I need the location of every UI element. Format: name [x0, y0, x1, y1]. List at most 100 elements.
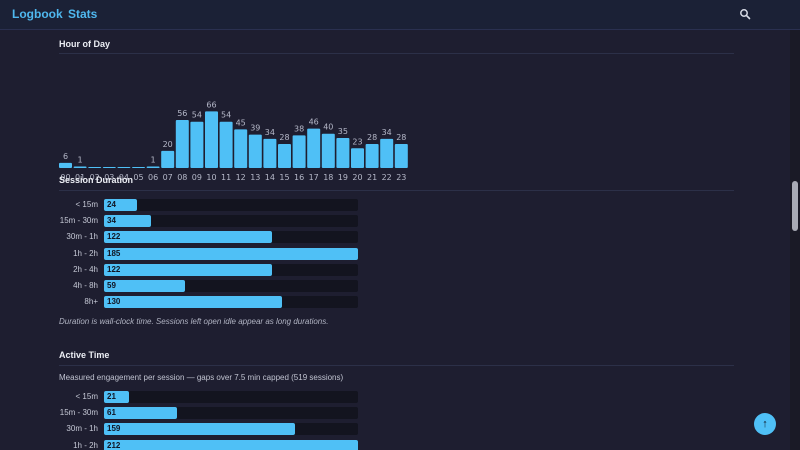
hour-of-day-divider	[59, 53, 734, 54]
hour-tick-label-15: 15	[279, 173, 289, 182]
session-duration-bar-track: 59	[104, 280, 358, 292]
active-time-row-label: 15m - 30m	[59, 408, 98, 418]
hour-tick-label-16: 16	[294, 173, 304, 182]
nav-stats-link[interactable]: Stats	[68, 7, 98, 21]
session-duration-bar-track: 122	[104, 263, 358, 276]
session-duration-bar-value: 122	[107, 232, 121, 242]
active-time-bar-value: 212	[107, 440, 121, 450]
hour-tick-label-07: 07	[163, 173, 173, 182]
session-duration-row-label: < 15m	[75, 200, 98, 209]
stats-content: Hour of Day 6 00 1 01 02 03 04 05 1 06 20 07 56 08 54 0…	[0, 31, 790, 450]
hour-value-label-06: 1	[151, 156, 156, 165]
hour-tick-label-17: 17	[309, 173, 319, 182]
session-duration-bar-fill: 24	[104, 199, 137, 211]
page-scrollbar[interactable]	[790, 30, 800, 450]
active-time-row-label: < 15m	[75, 392, 98, 401]
session-duration-bar-fill: 130	[104, 296, 283, 309]
session-duration-row-label: 8h+	[84, 297, 98, 307]
active-time-bar-value: 21	[107, 392, 116, 401]
hour-value-label-21: 28	[367, 133, 377, 142]
hour-bar-07	[161, 150, 175, 168]
top-navbar: Logbook Stats	[0, 0, 800, 30]
hour-value-label-07: 20	[163, 140, 173, 149]
session-duration-bar-track: 34	[104, 215, 358, 228]
hour-tick-label-08: 08	[177, 173, 187, 182]
hour-value-label-14: 34	[265, 128, 275, 137]
session-duration-row: 15m - 30m 34	[0, 215, 360, 228]
session-duration-row: < 15m 24	[0, 199, 360, 211]
hour-tick-label-20: 20	[352, 173, 362, 182]
session-duration-bar-value: 59	[107, 281, 116, 290]
hour-bar-09	[190, 121, 204, 168]
hour-tick-label-23: 23	[396, 173, 406, 182]
hour-bar-20	[351, 148, 364, 168]
hour-value-label-23: 28	[396, 133, 406, 142]
hour-value-label-19: 35	[338, 127, 348, 136]
hour-bar-00	[59, 162, 72, 168]
active-time-row: 30m - 1h 159	[0, 423, 360, 436]
hour-tick-label-14: 14	[265, 173, 275, 182]
session-duration-divider	[59, 190, 734, 191]
moon-icon[interactable]	[766, 8, 778, 20]
active-time-title: Active Time	[59, 350, 110, 360]
active-time-bar-fill: 61	[104, 407, 178, 420]
session-duration-bar-value: 24	[107, 200, 116, 209]
active-time-bar-track: 61	[104, 407, 358, 420]
hour-tick-label-06: 06	[148, 173, 158, 182]
hour-bar-23	[394, 144, 408, 168]
active-time-bar-track: 159	[104, 423, 358, 436]
hour-tick-label-05: 05	[133, 173, 143, 182]
hour-of-day-title: Hour of Day	[59, 39, 111, 49]
hour-tick-label-12: 12	[236, 173, 246, 182]
active-time-bar-fill: 212	[104, 439, 358, 450]
hour-tick-label-02: 02	[90, 173, 100, 182]
hour-value-label-11: 54	[221, 111, 231, 120]
hour-value-label-10: 66	[206, 100, 216, 109]
active-time-bar-track: 212	[104, 439, 358, 450]
scroll-to-top-button[interactable]: ↑	[754, 413, 776, 435]
hour-value-label-12: 45	[236, 118, 246, 127]
session-duration-row: 30m - 1h 122	[0, 231, 360, 244]
search-icon[interactable]	[739, 8, 751, 20]
hour-tick-label-03: 03	[104, 173, 114, 182]
hour-tick-label-13: 13	[250, 173, 260, 182]
session-duration-bar-fill: 122	[104, 231, 272, 244]
hour-value-label-22: 34	[382, 128, 392, 137]
active-time-bar-track: 21	[104, 391, 358, 403]
session-duration-bar-fill: 34	[104, 215, 151, 228]
session-duration-bar-track: 122	[104, 231, 358, 244]
session-duration-row: 1h - 2h 185	[0, 247, 360, 260]
session-duration-bar-fill: 185	[104, 247, 358, 260]
session-duration-row: 4h - 8h 59	[0, 280, 360, 292]
hour-bar-17	[307, 128, 321, 168]
session-duration-row-label: 4h - 8h	[73, 281, 98, 290]
active-time-bar-fill: 21	[104, 391, 130, 403]
hour-bar-22	[380, 138, 394, 168]
hour-value-label-18: 40	[323, 123, 333, 132]
active-time-divider	[59, 365, 734, 366]
hour-tick-label-09: 09	[192, 173, 202, 182]
session-duration-bar-fill: 59	[104, 280, 185, 292]
active-time-bar-value: 159	[107, 424, 121, 434]
hour-of-day-chart: 6 00 1 01 02 03 04 05 1 06 20 07 56 08 54 09 66 10 54 11 45 1…	[59, 100, 408, 182]
hour-bar-06	[146, 166, 160, 168]
scrollbar-thumb[interactable]	[792, 181, 798, 231]
session-duration-row: 2h - 4h 122	[0, 263, 360, 276]
session-duration-row-label: 1h - 2h	[73, 248, 98, 258]
hour-bar-11	[219, 121, 233, 168]
active-time-subtitle: Measured engagement per session — gaps o…	[59, 373, 344, 382]
hour-tick-label-18: 18	[323, 173, 333, 182]
hour-bar-21	[365, 144, 379, 168]
hour-tick-label-19: 19	[338, 173, 348, 182]
hour-tick-label-10: 10	[206, 173, 216, 182]
active-time-row: < 15m 21	[0, 391, 360, 403]
hour-bar-12	[234, 129, 248, 168]
nav-logbook-link[interactable]: Logbook	[12, 7, 63, 21]
session-duration-bar-track: 185	[104, 247, 358, 260]
hour-bar-14	[263, 138, 277, 168]
active-time-row-label: 1h - 2h	[73, 440, 98, 450]
hour-bar-05	[132, 167, 145, 168]
hour-tick-label-11: 11	[221, 173, 231, 182]
hour-value-label-09: 54	[192, 111, 202, 120]
hour-bar-02	[88, 167, 102, 168]
